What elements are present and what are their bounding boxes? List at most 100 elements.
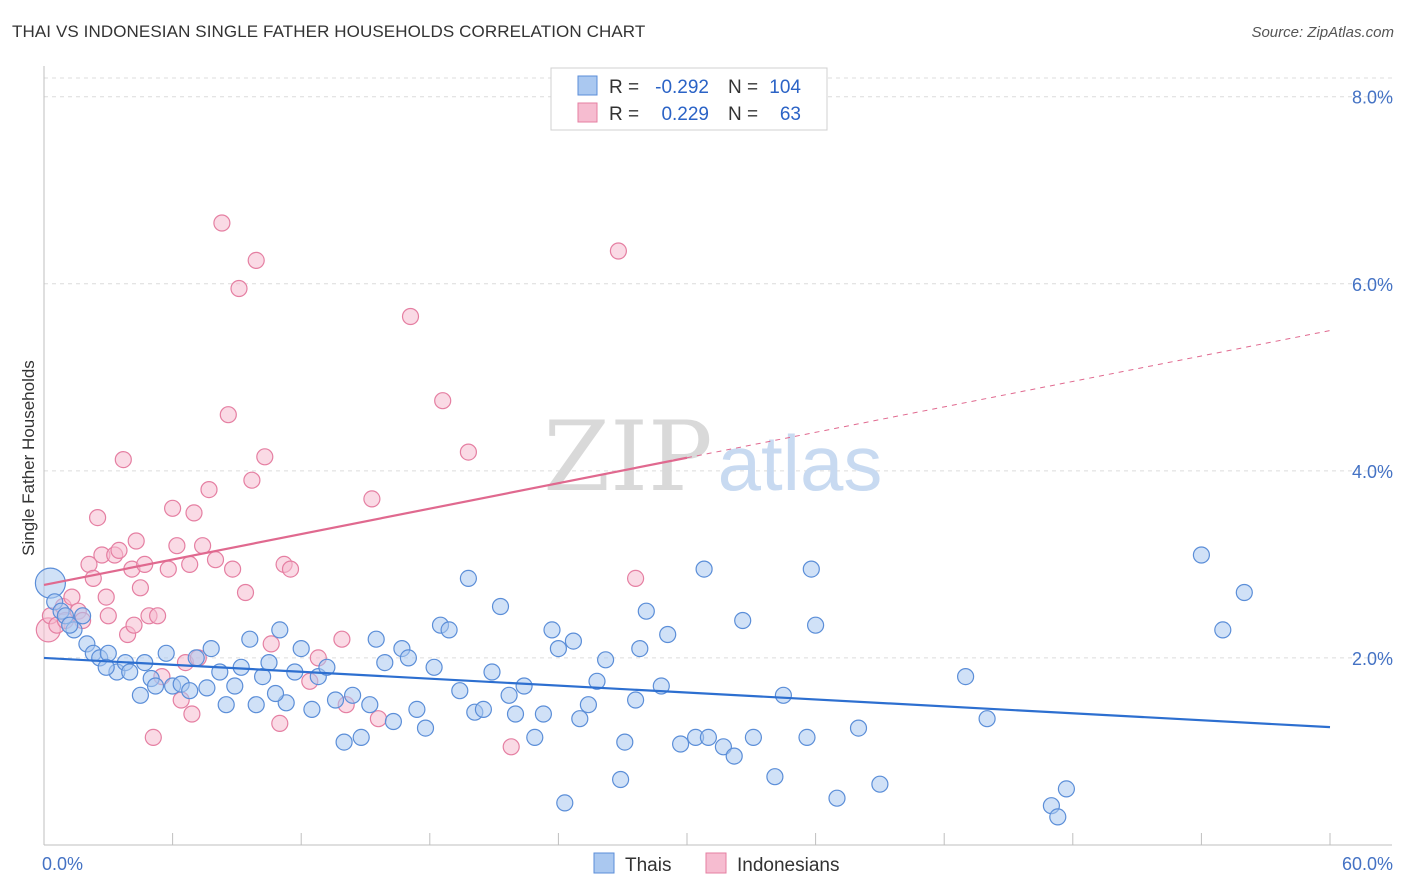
legend-r-label-indonesians: R = bbox=[609, 104, 639, 125]
thais-point bbox=[198, 679, 216, 697]
indonesians-point bbox=[194, 537, 212, 555]
thais-trend-line bbox=[43, 656, 1331, 729]
legend-r-label-thais: R = bbox=[609, 77, 639, 98]
thais-point bbox=[384, 712, 402, 731]
legend-r-value-indonesians: 0.229 bbox=[661, 104, 709, 125]
series-legend-label-indonesians: Indonesians bbox=[737, 855, 839, 876]
thais-point bbox=[798, 728, 816, 747]
indonesians-point bbox=[125, 616, 143, 634]
indonesians-point bbox=[219, 406, 237, 424]
thais-point bbox=[571, 710, 589, 728]
legend-r-value-thais: -0.292 bbox=[655, 77, 709, 98]
indonesians-point bbox=[434, 392, 452, 410]
thais-point bbox=[326, 691, 345, 709]
thais-point bbox=[425, 658, 443, 676]
indonesians-point bbox=[224, 560, 242, 578]
thais-point bbox=[474, 700, 492, 719]
thais-point bbox=[806, 616, 825, 634]
thais-point bbox=[659, 625, 677, 644]
indonesians-point bbox=[127, 532, 145, 550]
thais-point bbox=[500, 686, 518, 704]
series-legend-swatch-thais bbox=[593, 852, 615, 874]
y-tick-label: 2.0% bbox=[1352, 649, 1393, 669]
thais-point bbox=[399, 649, 417, 667]
indonesians-point bbox=[626, 569, 645, 588]
grid-lines bbox=[44, 77, 1392, 659]
axes: 2.0% 4.0% 6.0% 8.0% 0.0% 60.0% bbox=[42, 66, 1393, 874]
thais-point bbox=[408, 700, 426, 719]
thais-point bbox=[699, 728, 718, 747]
thais-point bbox=[616, 733, 634, 751]
indonesians-point bbox=[110, 541, 128, 560]
thais-point bbox=[318, 658, 336, 676]
thais-point bbox=[241, 630, 259, 648]
y-tick-label: 6.0% bbox=[1352, 275, 1393, 295]
thais-point bbox=[266, 684, 285, 703]
indonesians-point bbox=[185, 504, 203, 522]
indonesians-point bbox=[149, 607, 167, 625]
thais-point bbox=[292, 639, 310, 658]
legend-n-value-indonesians: 63 bbox=[780, 104, 801, 125]
x-tick-label-min: 0.0% bbox=[42, 854, 83, 874]
thais-point bbox=[596, 651, 615, 669]
indonesians-point bbox=[200, 481, 218, 499]
x-tick-label-max: 60.0% bbox=[1342, 854, 1393, 874]
thais-point bbox=[451, 682, 469, 700]
indonesians-point bbox=[256, 448, 274, 466]
indonesians-point bbox=[63, 588, 81, 606]
indonesians-point bbox=[333, 630, 351, 648]
thais-point bbox=[978, 710, 996, 728]
thais-point bbox=[73, 607, 92, 625]
indonesians-point bbox=[114, 451, 132, 469]
watermark-atlas: atlas bbox=[718, 419, 883, 507]
thais-point bbox=[956, 667, 975, 686]
thais-point bbox=[247, 696, 265, 714]
thais-point bbox=[637, 602, 655, 620]
indonesians-point bbox=[213, 214, 231, 232]
thais-point bbox=[631, 639, 649, 658]
legend-swatch-indonesians bbox=[577, 102, 598, 123]
thais-point bbox=[1214, 621, 1232, 639]
thais-point bbox=[695, 560, 713, 578]
thais-point bbox=[146, 677, 165, 695]
indonesians-point bbox=[369, 710, 387, 728]
legend-n-label-thais: N = bbox=[728, 77, 758, 98]
indonesians-point bbox=[609, 242, 628, 260]
thais-point bbox=[515, 677, 533, 695]
thais-point bbox=[181, 682, 199, 700]
thais-point bbox=[1057, 780, 1076, 798]
thais-point bbox=[506, 705, 525, 723]
thais-point bbox=[1235, 583, 1253, 602]
indonesians-point bbox=[84, 569, 102, 588]
thais-point bbox=[734, 611, 752, 630]
chart-title: THAI VS INDONESIAN SINGLE FATHER HOUSEHO… bbox=[12, 22, 646, 41]
thais-point bbox=[611, 770, 630, 789]
thais-point bbox=[526, 728, 544, 747]
indonesians-point bbox=[243, 471, 261, 489]
series-legend-label-thais: Thais bbox=[625, 855, 671, 876]
indonesians-point bbox=[164, 499, 182, 517]
thais-point bbox=[626, 691, 645, 709]
thais-point bbox=[131, 686, 149, 704]
thais-point bbox=[352, 728, 370, 747]
indonesians-point bbox=[206, 551, 225, 569]
series-legend: Thais Indonesians bbox=[593, 852, 839, 876]
indonesians-point bbox=[168, 537, 186, 555]
thais-point bbox=[1192, 546, 1211, 564]
thais-point bbox=[157, 644, 175, 662]
thais-point bbox=[564, 632, 583, 650]
indonesians-point bbox=[281, 560, 300, 578]
indonesians-point bbox=[144, 728, 162, 747]
indonesians-point bbox=[131, 579, 149, 597]
thais-point bbox=[187, 649, 205, 667]
legend-n-value-thais: 104 bbox=[769, 77, 801, 98]
indonesians-trend-line bbox=[43, 456, 688, 587]
thais-point bbox=[725, 747, 743, 765]
y-tick-label: 4.0% bbox=[1352, 462, 1393, 482]
thais-point bbox=[367, 630, 385, 648]
thais-point bbox=[121, 663, 139, 681]
thais-point bbox=[744, 728, 763, 747]
thais-point bbox=[376, 653, 394, 672]
thais-point bbox=[483, 663, 501, 681]
